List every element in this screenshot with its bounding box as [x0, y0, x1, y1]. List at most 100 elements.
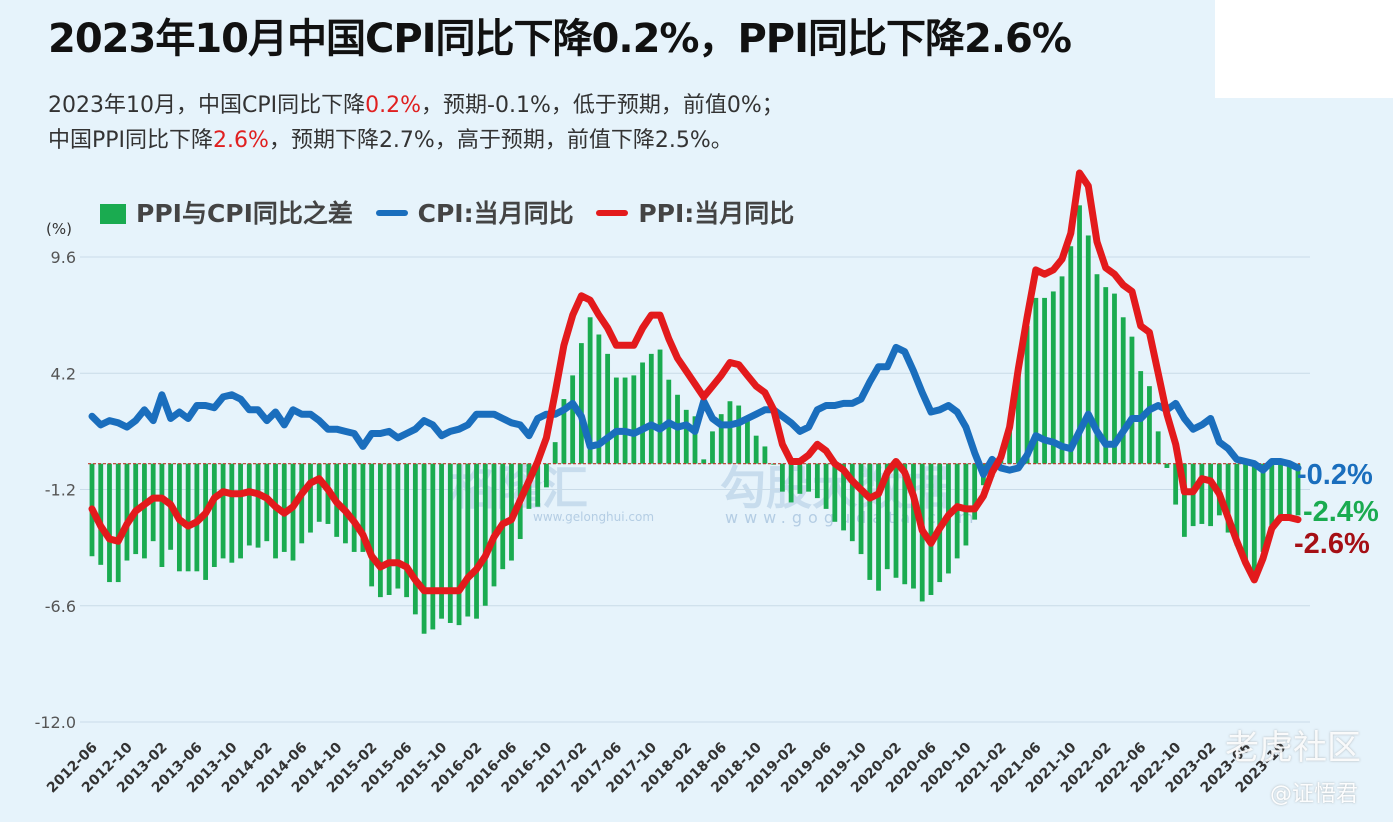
diff-bar: [211, 463, 217, 567]
diff-bar: [1147, 386, 1152, 464]
diff-bar: [858, 463, 864, 555]
diff-bar: [578, 343, 584, 464]
diff-bar: [159, 463, 165, 567]
diff-bar: [867, 463, 873, 580]
page-title: 2023年10月中国CPI同比下降0.2%，PPI同比下降2.6%: [48, 16, 1072, 62]
diff-bar: [972, 463, 978, 520]
watermark-author: @证悟君: [1270, 782, 1359, 807]
subtitle-2-highlight: 2.6%: [213, 128, 269, 153]
watermark-tiger-community: 老虎社区: [1225, 728, 1361, 768]
cpi-line: [88, 343, 1302, 478]
diff-bar: [369, 463, 375, 587]
diff-bar: [570, 375, 576, 464]
diff-bar: [963, 463, 969, 546]
diff-bar: [1129, 336, 1135, 464]
diff-bar: [710, 431, 715, 464]
legend-swatch-ppi: [596, 210, 629, 216]
diff-bar: [343, 463, 348, 544]
diff-bar: [1094, 274, 1100, 464]
diff-bar: [544, 463, 549, 488]
diff-bar: [1112, 293, 1117, 464]
diff-bar: [1155, 431, 1161, 464]
diff-bar: [587, 317, 593, 464]
diff-bar: [238, 463, 243, 559]
diff-bar: [902, 463, 908, 585]
diff-bar: [421, 463, 427, 634]
end-label-ppi: -2.6%: [1294, 528, 1370, 560]
diff-bar: [876, 463, 881, 591]
subtitle-1-text-a: 2023年10月，中国CPI同比下降: [48, 93, 366, 118]
diff-bar: [220, 463, 226, 559]
diff-bar: [447, 463, 453, 623]
diff-bar: [1059, 276, 1065, 464]
diff-bar: [797, 463, 803, 494]
diff-bar: [1042, 297, 1047, 464]
diff-bar: [281, 463, 287, 552]
diff-bar: [753, 435, 759, 464]
diff-bar: [299, 463, 305, 544]
subtitle-1-highlight: 0.2%: [365, 93, 422, 118]
diff-bar: [631, 375, 637, 464]
watermark-gelonghui-url: www.gelonghui.com: [533, 510, 655, 524]
diff-bar: [640, 362, 645, 464]
diff-bar: [622, 377, 628, 464]
subtitle-2-text-a: 中国PPI同比下降: [48, 128, 214, 153]
diff-bar: [456, 463, 462, 626]
diff-bar: [386, 463, 392, 595]
diff-bar: [482, 463, 488, 606]
y-tick-label: -1.2: [45, 481, 76, 500]
diff-bar: [928, 463, 934, 595]
legend-item-cpi: CPI:当月同比: [375, 194, 574, 230]
legend-item-diff: PPI与CPI同比之差: [100, 194, 353, 230]
end-label-cpi: -0.2%: [1297, 459, 1373, 491]
diff-bar: [316, 463, 322, 522]
diff-bar: [736, 405, 742, 464]
diff-bar: [115, 463, 121, 583]
diff-bar: [1103, 287, 1109, 464]
diff-bar: [377, 463, 383, 598]
y-tick-label: -6.6: [45, 597, 76, 616]
diff-bar: [142, 463, 147, 559]
diff-bar: [360, 463, 366, 552]
diff-bar: [465, 463, 471, 617]
diff-bar: [107, 463, 112, 583]
diff-bar: [1295, 463, 1301, 516]
diff-bar: [500, 463, 506, 570]
diff-bar: [605, 353, 611, 464]
diff-bar: [657, 349, 663, 464]
diff-bar: [1208, 463, 1214, 527]
diff-bar: [692, 416, 698, 464]
legend-swatch-diff: [100, 204, 126, 224]
diff-bar: [1243, 463, 1248, 565]
diff-bar: [648, 353, 654, 464]
diff-bar: [1234, 463, 1240, 546]
y-tick-label: -12.0: [35, 713, 76, 732]
diff-bar: [832, 463, 838, 522]
diff-bar: [683, 409, 689, 464]
diff-bar: [841, 463, 846, 531]
diff-bar: [806, 463, 812, 492]
diff-bar: [412, 463, 418, 615]
diff-bar: [911, 463, 916, 589]
diff-bar: [1173, 463, 1179, 505]
legend-item-ppi: PPI:当月同比: [596, 194, 794, 230]
y-tick-label: 4.2: [51, 364, 76, 383]
diff-bar: [788, 463, 794, 503]
diff-bar: [1269, 463, 1275, 531]
diff-bar: [1077, 205, 1082, 464]
diff-bar: [1007, 420, 1013, 464]
diff-bar: [255, 463, 261, 548]
diff-bar: [535, 463, 541, 507]
diff-bar: [1033, 297, 1039, 464]
diff-bar: [779, 463, 785, 492]
diff-bar: [1260, 463, 1266, 552]
diff-bar: [1068, 246, 1074, 464]
diff-bar: [430, 463, 436, 630]
diff-bar: [613, 377, 619, 464]
diff-bar: [290, 463, 296, 561]
diff-bar: [246, 463, 252, 546]
y-axis-unit-label: (%): [46, 220, 72, 238]
diff-bar: [1085, 235, 1091, 464]
legend-label-diff: PPI与CPI同比之差: [136, 199, 353, 228]
diff-bar: [1286, 463, 1292, 518]
